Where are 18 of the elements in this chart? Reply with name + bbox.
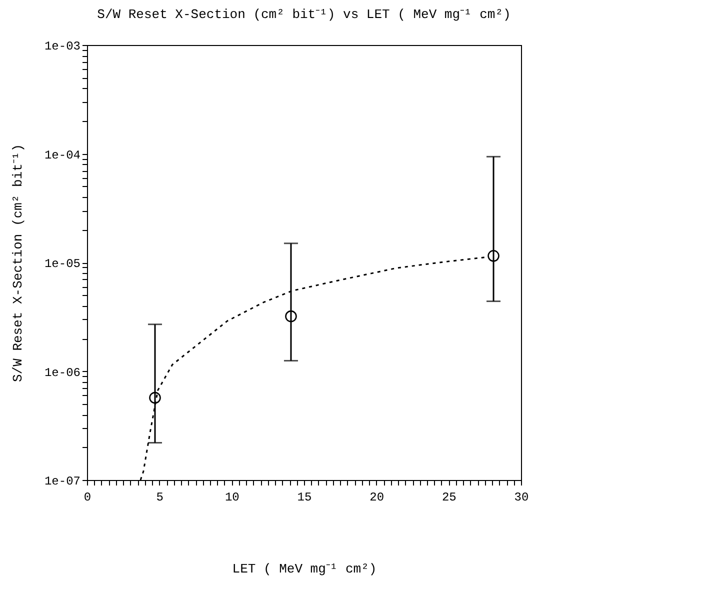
y-tick-label: 1e-05 (44, 257, 80, 271)
y-tick-label: 1e-07 (44, 474, 80, 488)
x-tick-label: 25 (442, 490, 456, 504)
x-tick-label: 15 (297, 490, 312, 504)
x-tick-label: 20 (370, 490, 384, 504)
y-tick-label: 1e-06 (44, 366, 80, 380)
chart-title: S/W Reset X-Section (cm² bit⁻¹) vs LET ( MeV mg⁻¹ cm²) (97, 7, 511, 22)
x-tick-label: 10 (224, 490, 240, 504)
y-tick-label: 1e-04 (44, 148, 80, 162)
y-tick-label: 1e-03 (44, 40, 80, 54)
y-axis-title: S/W Reset X-Section (cm² bit⁻¹) (10, 144, 26, 382)
x-axis-title: LET ( MeV mg⁻¹ cm²) (232, 562, 377, 576)
point (285, 310, 297, 322)
x-tick-label: 30 (514, 490, 529, 504)
x-tick-label: 0 (84, 490, 92, 504)
x-tick-label: 5 (156, 490, 164, 504)
point (488, 250, 500, 262)
point (149, 392, 161, 404)
